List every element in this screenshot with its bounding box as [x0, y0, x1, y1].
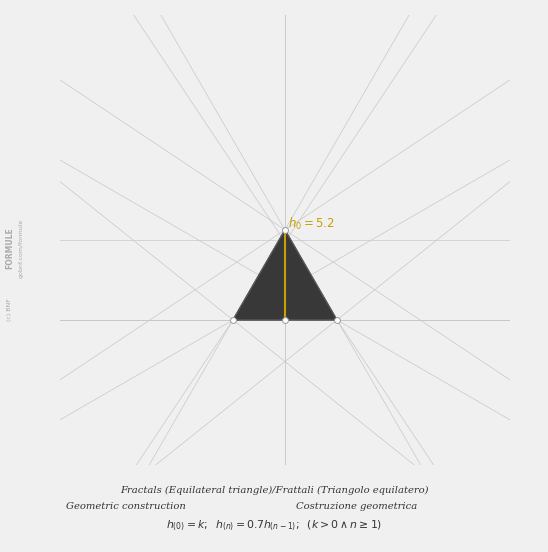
Text: FORMULE: FORMULE: [5, 227, 14, 269]
Text: Costruzione geometrica: Costruzione geometrica: [295, 502, 417, 511]
Text: $h_0 = 5.2$: $h_0 = 5.2$: [288, 216, 335, 232]
Point: [333, 316, 341, 325]
Text: gobnf.com/formule: gobnf.com/formule: [18, 219, 24, 278]
Text: (c) BNF: (c) BNF: [7, 298, 13, 321]
Polygon shape: [233, 230, 337, 320]
Text: Fractals (Equilateral triangle)/Frattali (Triangolo equilatero): Fractals (Equilateral triangle)/Frattali…: [120, 486, 428, 495]
Point: [281, 225, 289, 234]
Point: [281, 316, 289, 325]
Text: $h_{(0)} = k;\;\; h_{(n)} = 0.7h_{(n-1)};\;\; (k > 0 \wedge n \geq 1)$: $h_{(0)} = k;\;\; h_{(n)} = 0.7h_{(n-1)}…: [166, 518, 382, 533]
Point: [229, 316, 237, 325]
Text: Geometric construction: Geometric construction: [66, 502, 186, 511]
